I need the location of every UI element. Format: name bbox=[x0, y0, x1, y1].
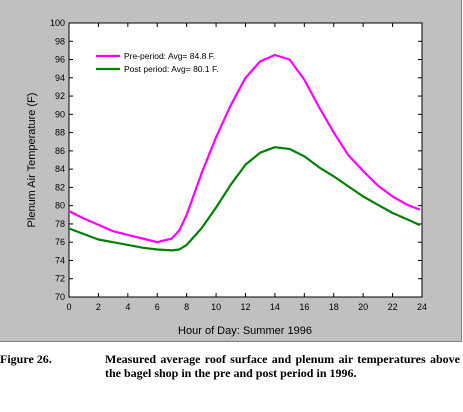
x-tick-label: 8 bbox=[184, 302, 189, 312]
y-tick-label: 80 bbox=[55, 201, 65, 211]
series-line-1 bbox=[67, 53, 421, 244]
x-tick-label: 4 bbox=[125, 302, 130, 312]
x-tick-label: 6 bbox=[155, 302, 160, 312]
y-tick-label: 90 bbox=[55, 109, 65, 119]
x-axis-title: Hour of Day: Summer 1996 bbox=[178, 325, 312, 337]
y-tick-label: 74 bbox=[55, 255, 65, 265]
plot-area bbox=[68, 22, 423, 298]
x-tick-label: 12 bbox=[240, 302, 250, 312]
caption-text: Measured average roof surface and plenum… bbox=[105, 352, 460, 380]
y-tick-label: 88 bbox=[55, 128, 65, 138]
y-tick-label: 78 bbox=[55, 219, 65, 229]
series-lines bbox=[67, 53, 421, 252]
x-tick-label: 16 bbox=[299, 302, 309, 312]
x-tick-label: 10 bbox=[211, 302, 221, 312]
caption-label: Figure 26. bbox=[0, 352, 52, 366]
y-tick-label: 84 bbox=[55, 164, 65, 174]
y-tick-label: 98 bbox=[55, 36, 65, 46]
y-tick-label: 92 bbox=[55, 91, 65, 101]
y-tick-label: 82 bbox=[55, 182, 65, 192]
x-tick-label: 18 bbox=[329, 302, 339, 312]
y-tick-label: 72 bbox=[55, 274, 65, 284]
x-tick-label: 24 bbox=[417, 302, 427, 312]
y-tick-label: 70 bbox=[55, 292, 65, 302]
y-axis-title: Plenum Air Temperature (F) bbox=[26, 93, 38, 228]
x-tick-label: 22 bbox=[388, 302, 398, 312]
x-tick-label: 2 bbox=[96, 302, 101, 312]
y-tick-label: 86 bbox=[55, 146, 65, 156]
y-tick-label: 94 bbox=[55, 73, 65, 83]
x-tick-label: 20 bbox=[358, 302, 368, 312]
x-tick-label: 0 bbox=[66, 302, 71, 312]
legend-label: Post period: Avg= 80.1 F. bbox=[124, 64, 219, 74]
y-tick-label: 96 bbox=[55, 55, 65, 65]
legend: Pre-period: Avg= 84.8 F. Post period: Avg… bbox=[96, 51, 219, 74]
y-tick-label: 100 bbox=[50, 18, 65, 28]
legend-label: Pre-period: Avg= 84.8 F. bbox=[124, 51, 215, 61]
chart-panel: 70 72 74 76 78 80 82 84 86 88 90 92 94 96 98 100 0 2 4 6 8 10… bbox=[0, 0, 462, 342]
x-tick-label: 14 bbox=[270, 302, 280, 312]
y-tick-label: 76 bbox=[55, 237, 65, 247]
series-line-2 bbox=[67, 146, 421, 252]
